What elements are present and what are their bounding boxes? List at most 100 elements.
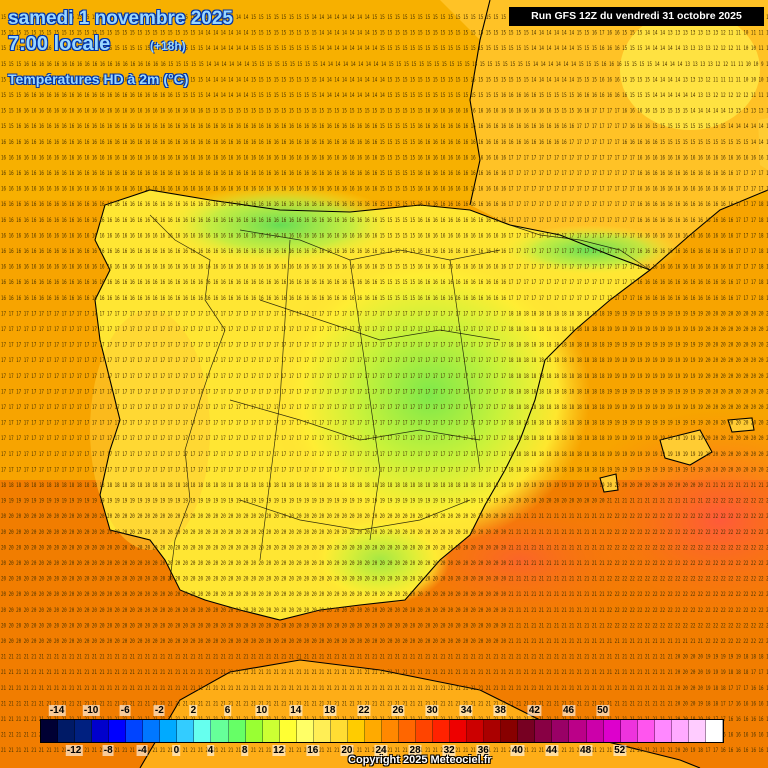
menorca-outline (727, 417, 755, 433)
legend-tick-label: 18 (323, 705, 337, 716)
temperature-row: 15 15 15 16 16 16 16 16 16 16 16 16 16 1… (1, 60, 768, 68)
temperature-row: 16 16 16 16 16 16 16 16 16 16 16 16 16 1… (1, 216, 768, 224)
coastlines (94, 0, 768, 768)
temperature-row: 19 19 19 19 19 19 19 19 19 19 19 19 19 1… (1, 497, 768, 505)
color-scale-legend (40, 719, 724, 743)
temperature-row: 21 21 21 21 21 21 21 21 21 21 21 21 21 2… (1, 668, 768, 676)
legend-swatch (364, 720, 382, 742)
legend-tick-label: 52 (613, 745, 627, 756)
legend-swatch (313, 720, 331, 742)
region-lines-7 (259, 239, 291, 561)
legend-swatch (433, 720, 451, 742)
temperature-row: 18 18 18 18 18 18 18 18 18 18 18 18 18 1… (1, 481, 768, 489)
legend-tick-label: 8 (240, 745, 249, 756)
legend-swatch (586, 720, 604, 742)
south-cool-zone (310, 515, 450, 605)
north-cool-zone (160, 185, 400, 265)
legend-swatch (262, 720, 280, 742)
temperature-row: 21 21 21 21 21 21 21 21 21 21 21 21 21 2… (1, 699, 768, 707)
legend-tick-label: 40 (510, 745, 524, 756)
temperature-row: 16 16 16 16 16 16 16 16 16 16 16 16 16 1… (1, 200, 768, 208)
legend-swatch (160, 720, 178, 742)
ibiza-island (600, 474, 618, 492)
legend-swatch (603, 720, 621, 742)
portugal-warm-zone (90, 310, 210, 550)
legend-swatch (535, 720, 553, 742)
temperature-row: 16 16 16 16 16 16 16 16 16 16 16 16 16 1… (1, 278, 768, 286)
temperature-row: 16 16 16 16 16 16 16 16 16 16 16 16 16 1… (1, 138, 768, 146)
temperature-row: 17 17 17 17 17 17 17 17 17 17 17 17 17 1… (1, 434, 768, 442)
temperature-row: 17 17 17 17 17 17 17 17 17 17 17 17 17 1… (1, 309, 768, 317)
temperature-row: 16 16 16 16 16 16 16 16 16 16 16 16 16 1… (1, 247, 768, 255)
menorca-island (728, 418, 754, 432)
region-lines-1 (239, 229, 501, 261)
legend-swatch (381, 720, 399, 742)
center-cool-zone (270, 245, 590, 545)
corsica-island (758, 118, 768, 170)
temperature-row: 17 17 17 17 17 17 17 17 17 17 17 17 17 1… (1, 465, 768, 473)
legend-tick-label: 2 (189, 705, 198, 716)
legend-swatch (228, 720, 246, 742)
model-run-label: Run GFS 12Z du vendredi 31 octobre 2025 (509, 7, 764, 26)
temperature-row: 16 16 16 16 16 16 16 16 16 16 16 16 16 1… (1, 231, 768, 239)
legend-tick-label: 34 (459, 705, 473, 716)
legend-tick-label: -8 (102, 745, 114, 756)
legend-swatch (654, 720, 672, 742)
legend-swatch (416, 720, 434, 742)
temperature-row: 20 20 20 20 20 20 20 20 20 20 20 20 20 2… (1, 575, 768, 583)
legend-swatch (245, 720, 263, 742)
legend-tick-label: 46 (561, 705, 576, 716)
legend-tick-label: -2 (153, 705, 165, 716)
temperature-row: 17 17 17 17 17 17 17 17 17 17 17 17 17 1… (1, 325, 768, 333)
legend-swatch (637, 720, 655, 742)
temperature-row: 20 20 20 20 20 20 20 20 20 20 20 20 20 2… (1, 528, 768, 536)
legend-tick-label: -4 (136, 745, 148, 756)
legend-tick-label: 16 (306, 745, 320, 756)
temperature-row: 20 20 20 20 20 20 20 20 20 20 20 20 20 2… (1, 590, 768, 598)
legend-tick-label: 30 (425, 705, 439, 716)
legend-swatch (296, 720, 314, 742)
legend-tick-label: 12 (272, 745, 286, 756)
legend-tick-label: 4 (206, 745, 215, 756)
ibiza-outline (599, 473, 619, 493)
temperature-row: 20 20 20 20 20 20 20 20 20 20 20 20 20 2… (1, 606, 768, 614)
legend-swatch (330, 720, 348, 742)
temperature-row: 17 17 17 17 17 17 17 17 17 17 17 17 17 1… (1, 419, 768, 427)
legend-tick-label: -12 (65, 745, 83, 756)
mallorca-outline (659, 429, 713, 466)
forecast-time: 7:00 locale (8, 33, 111, 55)
legend-tick-label: 24 (374, 745, 388, 756)
temperature-row: 17 17 17 17 17 17 17 17 17 17 17 17 17 1… (1, 450, 768, 458)
temperature-row: 17 17 17 17 17 17 17 17 17 17 17 17 17 1… (1, 403, 768, 411)
legend-swatch (671, 720, 689, 742)
legend-swatch (484, 720, 502, 742)
legend-swatch (705, 720, 723, 742)
legend-swatch (75, 720, 93, 742)
temperature-row: 20 20 20 20 20 20 20 20 20 20 20 20 20 2… (1, 559, 768, 567)
legend-swatch (450, 720, 468, 742)
legend-swatch (41, 720, 59, 742)
iberia-coastline (94, 189, 652, 621)
legend-swatch (143, 720, 161, 742)
temperature-row: 16 16 16 16 16 16 16 16 16 16 16 16 16 1… (1, 153, 768, 161)
borders (149, 214, 651, 581)
legend-swatch (194, 720, 212, 742)
temperature-row: 15 15 15 15 15 15 15 15 15 15 15 15 15 1… (1, 29, 768, 37)
legend-tick-label: 44 (544, 745, 559, 756)
legend-tick-label: 42 (527, 705, 541, 716)
legend-tick-label: 10 (255, 705, 269, 716)
temperature-row: 15 15 15 16 16 16 16 16 16 16 15 15 15 1… (1, 44, 768, 52)
region-lines-4 (239, 499, 471, 531)
temperature-row: 15 15 16 16 16 16 16 16 16 16 16 16 16 1… (1, 107, 768, 115)
temperature-row: 20 20 20 20 20 20 20 20 20 20 20 20 20 2… (1, 621, 768, 629)
legend-tick-label: 48 (579, 745, 593, 756)
forecast-offset: (+18h) (150, 39, 186, 53)
temperature-row: 15 15 15 15 15 15 15 15 15 15 15 15 15 1… (1, 13, 768, 21)
legend-swatch (58, 720, 76, 742)
legend-tick-label: -6 (119, 705, 131, 716)
legend-swatch (518, 720, 536, 742)
pyrenees-cool-zone (500, 225, 680, 275)
legend-tick-label: -14 (48, 705, 66, 716)
region-lines-5 (349, 259, 381, 541)
temperature-row: 15 15 15 16 16 16 16 16 16 16 16 16 16 1… (1, 91, 768, 99)
